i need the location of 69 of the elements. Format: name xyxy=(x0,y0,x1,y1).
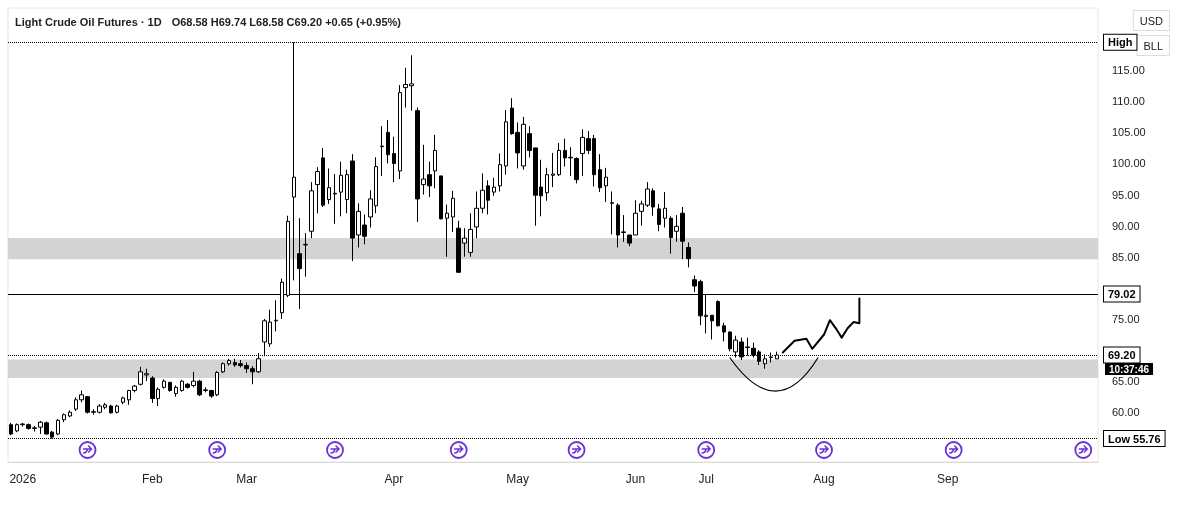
candlestick xyxy=(121,396,125,405)
candlestick xyxy=(327,167,331,205)
x-tick-label: Apr xyxy=(384,472,404,486)
candlestick xyxy=(109,404,113,414)
candlestick xyxy=(115,404,119,414)
ref-line-label: 69.20 xyxy=(1108,349,1136,362)
candlestick xyxy=(9,422,13,436)
y-tick-label: 60.00 xyxy=(1112,406,1140,419)
candlestick xyxy=(68,409,72,418)
candlestick xyxy=(392,136,396,183)
x-tick-label: Sep xyxy=(937,472,959,486)
x-tick-label: 2026 xyxy=(9,472,37,486)
text: 10:37:46 xyxy=(1109,363,1150,375)
candlestick xyxy=(498,153,502,192)
candlestick xyxy=(557,142,561,177)
candlestick xyxy=(227,358,231,367)
candlestick xyxy=(386,119,390,164)
candlestick xyxy=(433,134,437,189)
candlestick xyxy=(604,167,608,203)
x-tick-label: Jul xyxy=(698,472,714,486)
candlestick xyxy=(710,314,714,340)
y-tick-label: 100.00 xyxy=(1112,157,1146,170)
y-tick-label: 65.00 xyxy=(1112,375,1140,388)
candlestick xyxy=(663,191,667,229)
candlestick xyxy=(62,412,66,423)
candlestick xyxy=(545,167,549,202)
candlestick xyxy=(174,385,178,398)
candlestick xyxy=(722,322,726,342)
x-tick-label: May xyxy=(506,472,529,486)
x-tick-label: Mar xyxy=(236,472,257,486)
ref-line-label: Low 55.76 xyxy=(1108,432,1161,445)
text: O68.58 H69.74 L68.58 C69.20 +0.65 (+0.95%) xyxy=(171,16,402,28)
text: Light Crude Oil Futures · 1D xyxy=(15,16,162,28)
x-tick-label: Feb xyxy=(142,472,164,486)
text: BLL xyxy=(1143,39,1164,52)
y-tick-label: 90.00 xyxy=(1112,219,1140,232)
candlestick xyxy=(551,152,555,188)
candlestick xyxy=(274,299,278,332)
text: USD xyxy=(1139,14,1164,27)
candlestick xyxy=(380,125,384,177)
y-tick-label: 75.00 xyxy=(1112,312,1140,325)
candlestick xyxy=(56,418,60,436)
candlestick xyxy=(398,84,402,180)
candlestick xyxy=(221,361,225,374)
y-tick-label: 115.00 xyxy=(1112,64,1145,77)
candlestick xyxy=(504,109,508,176)
ref-line-label: 79.02 xyxy=(1108,287,1136,300)
y-tick-label: 105.00 xyxy=(1112,126,1146,139)
candlestick xyxy=(492,177,496,197)
candlestick xyxy=(339,161,343,217)
candlestick xyxy=(168,381,172,393)
candlestick xyxy=(333,173,337,225)
candlestick xyxy=(162,378,166,390)
candlestick xyxy=(451,190,455,233)
candlestick xyxy=(309,181,314,239)
candlestick xyxy=(716,299,720,327)
x-tick-label: Jun xyxy=(625,472,646,486)
y-tick-label: 85.00 xyxy=(1112,250,1140,263)
candlestick xyxy=(439,175,443,220)
candlestick xyxy=(445,204,449,258)
candlestick xyxy=(686,241,691,268)
candlestick xyxy=(303,232,308,278)
candlestick xyxy=(598,153,602,193)
x-tick-label: Aug xyxy=(813,472,835,486)
candlestick xyxy=(657,203,661,232)
candlestick xyxy=(610,190,614,235)
ref-line-label: High xyxy=(1108,36,1133,49)
y-tick-label: 110.00 xyxy=(1112,95,1145,108)
y-tick-label: 95.00 xyxy=(1112,188,1140,201)
